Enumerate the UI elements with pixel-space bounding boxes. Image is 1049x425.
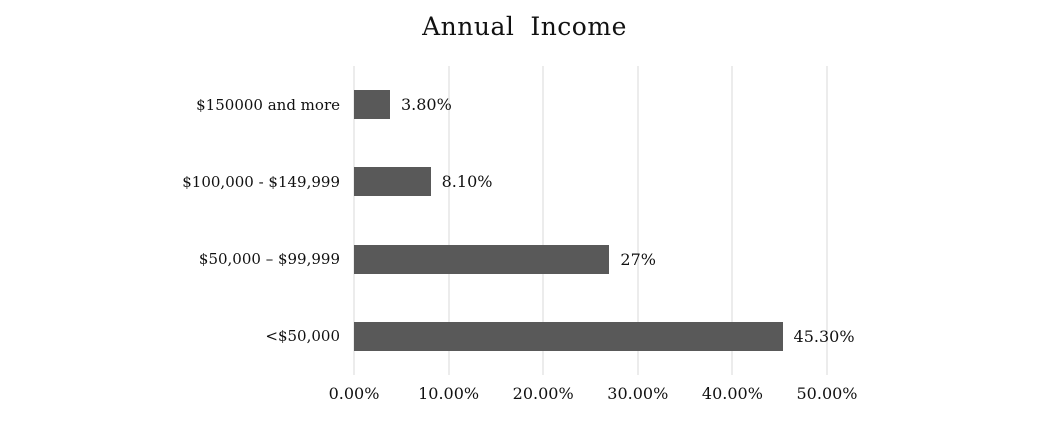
gridline — [731, 66, 733, 375]
category-label: <$50,000 — [265, 327, 340, 346]
x-tick-label: 20.00% — [512, 384, 574, 403]
x-tick-label: 40.00% — [701, 384, 763, 403]
bar-row: 3.80% — [354, 66, 827, 143]
gridline — [542, 66, 544, 375]
x-axis: 0.00% 10.00% 20.00% 30.00% 40.00% 50.00% — [0, 384, 1049, 408]
x-tick-label: 50.00% — [796, 384, 858, 403]
chart-title: Annual Income — [422, 12, 627, 41]
gridline — [448, 66, 450, 375]
category-label: $50,000 – $99,999 — [198, 250, 340, 269]
x-tick-label: 0.00% — [328, 384, 380, 403]
category-axis: $150000 and more $100,000 - $149,999 $50,0… — [0, 66, 340, 375]
x-tick-label: 30.00% — [607, 384, 669, 403]
category-label: $100,000 - $149,999 — [182, 172, 340, 191]
gridline — [637, 66, 639, 375]
value-label: 8.10% — [441, 172, 493, 192]
x-tick-label: 10.00% — [418, 384, 480, 403]
bar — [354, 321, 783, 351]
value-label: 27% — [620, 249, 656, 269]
gridline — [826, 66, 828, 375]
plot-area: 3.80% 8.10% 27% 45.30% — [353, 66, 855, 375]
bar-row: 27% — [354, 221, 827, 298]
value-label: 3.80% — [400, 95, 452, 115]
bar — [354, 90, 390, 120]
bar — [354, 167, 431, 197]
bar-row: 8.10% — [354, 143, 827, 220]
category-label: $150000 and more — [196, 95, 340, 114]
bar-row: 45.30% — [354, 298, 855, 375]
gridline — [353, 66, 355, 375]
bar — [354, 244, 610, 274]
value-label: 45.30% — [793, 326, 855, 346]
